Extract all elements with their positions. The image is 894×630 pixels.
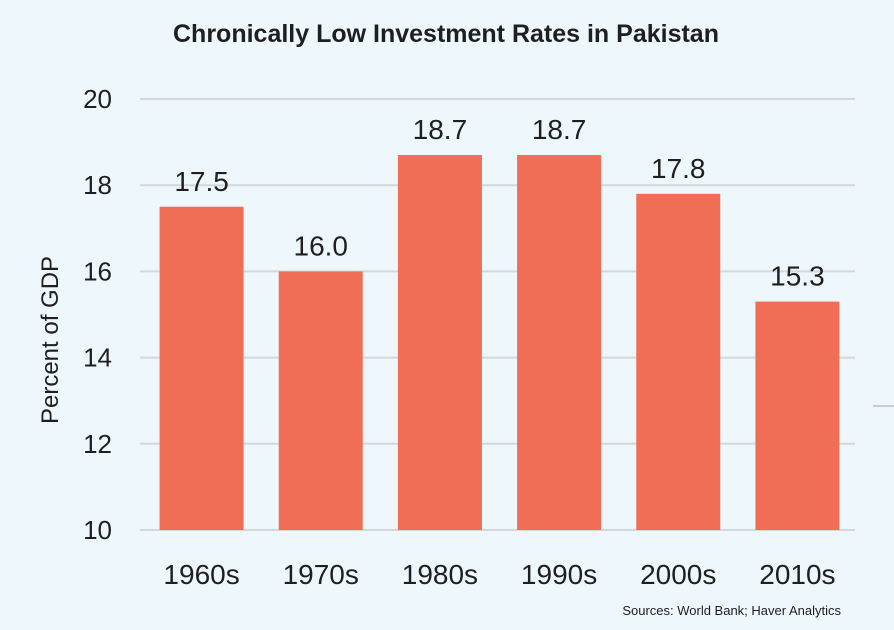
gridlines	[140, 98, 855, 531]
y-tick-label: 18	[83, 170, 112, 200]
data-label-1960s: 17.5	[174, 166, 229, 197]
bar-2000s	[636, 193, 721, 530]
bar-1970s	[278, 271, 363, 530]
x-tick-label-1980s: 1980s	[402, 559, 478, 590]
x-tick-label-1990s: 1990s	[521, 559, 597, 590]
y-tick-label: 20	[83, 84, 112, 114]
x-tick-label-1970s: 1970s	[283, 559, 359, 590]
x-tick-label-1960s: 1960s	[163, 559, 239, 590]
bar-1980s	[397, 155, 482, 530]
x-axis-ticks: 1960s 1970s 1980s 1990s 2000s 2010s	[163, 559, 835, 590]
data-label-1980s: 18.7	[413, 114, 468, 145]
data-label-2000s: 17.8	[651, 153, 706, 184]
y-tick-label: 14	[83, 343, 112, 373]
x-tick-label-2010s: 2010s	[759, 559, 835, 590]
data-labels: 17.5 16.0 18.7 18.7 17.8 15.3	[174, 114, 824, 292]
x-tick-label-2000s: 2000s	[640, 559, 716, 590]
y-tick-label: 12	[83, 429, 112, 459]
y-tick-label: 16	[83, 256, 112, 286]
data-label-1970s: 16.0	[294, 230, 349, 261]
chart-title: Chronically Low Investment Rates in Paki…	[173, 20, 719, 48]
source-note: Sources: World Bank; Haver Analytics	[622, 603, 841, 618]
bar-1960s	[159, 206, 244, 530]
y-axis-label: Percent of GDP	[37, 256, 64, 424]
data-label-2010s: 15.3	[770, 261, 825, 292]
data-label-1990s: 18.7	[532, 114, 587, 145]
bars	[159, 155, 840, 530]
y-tick-label: 10	[83, 515, 112, 545]
bar-1990s	[517, 155, 602, 530]
y-axis-ticks: 10 12 14 16 18 20	[83, 84, 112, 545]
bar-2010s	[755, 301, 840, 530]
